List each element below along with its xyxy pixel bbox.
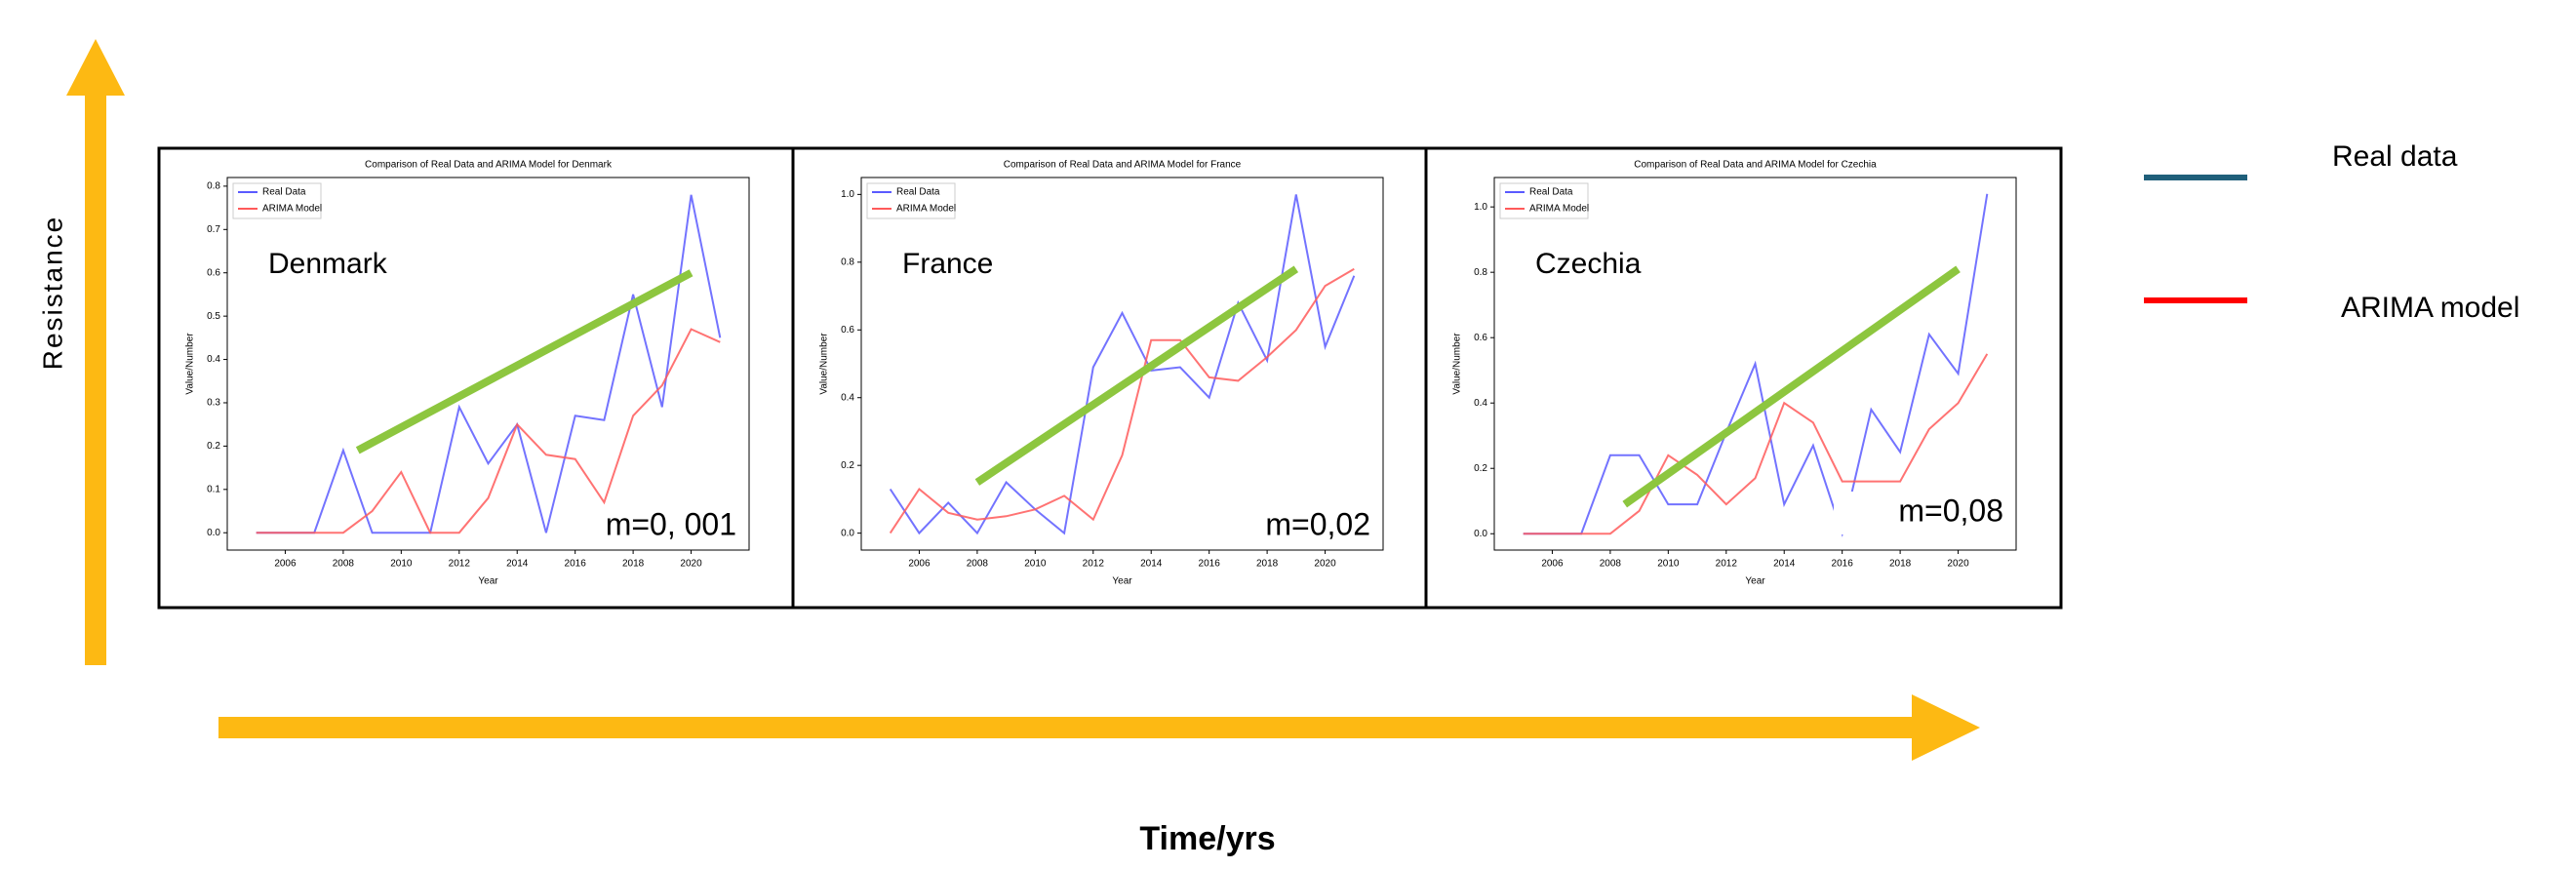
legend-label: ARIMA Model	[1529, 204, 1589, 215]
y-tick-label: 0.4	[207, 354, 220, 365]
y-tick-label: 0.6	[1474, 333, 1487, 343]
y-tick-label: 0.6	[841, 325, 854, 336]
legend-label: Real Data	[1529, 187, 1573, 198]
x-tick-label: 2008	[333, 559, 355, 570]
y-tick-label: 0.8	[841, 257, 854, 267]
slope-label-bg	[567, 505, 738, 548]
x-tick-label: 2020	[1314, 559, 1336, 570]
x-tick-label: 2008	[967, 559, 989, 570]
y-tick-label: 0.2	[1474, 463, 1487, 474]
x-tick-label: 2010	[390, 559, 413, 570]
y-tick-label: 0.5	[207, 311, 220, 322]
x-tick-label: 2006	[274, 559, 297, 570]
country-label: France	[902, 248, 993, 280]
data-line	[256, 194, 722, 534]
y-arrow-shaft	[85, 90, 106, 665]
y-axis-label: Value/Number	[185, 333, 196, 395]
y-tick-label: 1.0	[1474, 202, 1487, 213]
y-tick-label: 1.0	[841, 189, 854, 200]
panel-frame	[157, 146, 2063, 610]
x-axis-label: Year	[1112, 576, 1132, 587]
country-label: Czechia	[1535, 248, 1642, 280]
country-label: Denmark	[268, 248, 388, 280]
y-tick-label: 0.8	[1474, 267, 1487, 278]
legend-label: ARIMA Model	[896, 204, 956, 215]
x-tick-label: 2006	[1541, 559, 1564, 570]
legend-box	[232, 182, 322, 219]
legend-label: Real Data	[896, 187, 940, 198]
x-tick-label: 2016	[1832, 559, 1854, 570]
trend-line	[1622, 265, 1961, 508]
x-tick-label: 2020	[1947, 559, 1969, 570]
x-tick-label: 2014	[506, 559, 529, 570]
y-tick-label: 0.4	[841, 392, 854, 403]
slope-label: m=0, 001	[606, 506, 736, 541]
x-tick-label: 2018	[622, 559, 645, 570]
plot-frame	[860, 177, 1384, 551]
chart-title: Comparison of Real Data and ARIMA Model …	[1004, 160, 1242, 171]
y-tick-label: 0.4	[1474, 398, 1487, 409]
y-tick-label: 0.1	[207, 484, 220, 494]
slope-label-bg	[1834, 492, 2005, 534]
x-tick-label: 2012	[449, 559, 471, 570]
legend-box	[1499, 182, 1589, 219]
figure-x-label: Time/yrs	[1139, 820, 1275, 857]
x-tick-label: 2018	[1256, 559, 1279, 570]
slope-label: m=0,08	[1898, 493, 2003, 528]
x-axis-label: Year	[478, 576, 498, 587]
x-tick-label: 2012	[1716, 559, 1738, 570]
data-line	[889, 194, 1356, 535]
y-axis-label: Value/Number	[819, 333, 830, 395]
x-tick-label: 2006	[908, 559, 931, 570]
x-tick-label: 2010	[1657, 559, 1680, 570]
y-tick-label: 0.2	[841, 460, 854, 471]
x-arrow-head	[1912, 694, 1980, 761]
y-tick-label: 0.0	[841, 528, 854, 538]
data-line	[889, 267, 1355, 534]
x-arrow-shaft	[218, 717, 1916, 738]
figure-y-label: Resistance	[37, 216, 67, 371]
x-tick-label: 2016	[1199, 559, 1221, 570]
y-tick-label: 0.7	[207, 224, 220, 235]
legend-label: Real data	[2332, 140, 2458, 173]
slope-label-bg	[1201, 505, 1372, 548]
y-axis-label: Value/Number	[1452, 333, 1463, 395]
x-tick-label: 2010	[1024, 559, 1047, 570]
legend-label: Real Data	[262, 187, 306, 198]
legend-label: ARIMA Model	[262, 204, 322, 215]
x-tick-label: 2008	[1600, 559, 1622, 570]
chart-title: Comparison of Real Data and ARIMA Model …	[1634, 160, 1877, 171]
legend-label: ARIMA model	[2341, 292, 2519, 324]
x-tick-label: 2020	[680, 559, 702, 570]
y-tick-label: 0.0	[1474, 529, 1487, 539]
y-tick-label: 0.2	[207, 441, 220, 452]
x-tick-label: 2018	[1889, 559, 1912, 570]
x-axis-label: Year	[1745, 576, 1765, 587]
chart-title: Comparison of Real Data and ARIMA Model …	[365, 160, 613, 171]
y-arrow-head	[66, 39, 125, 96]
slope-label: m=0,02	[1265, 506, 1370, 541]
trend-line	[974, 265, 1299, 486]
y-tick-label: 0.6	[207, 267, 220, 278]
x-tick-label: 2016	[565, 559, 587, 570]
y-tick-label: 0.0	[207, 528, 220, 538]
y-tick-label: 0.8	[207, 181, 220, 192]
data-line	[1523, 193, 1989, 537]
legend-box	[866, 182, 956, 219]
x-tick-label: 2014	[1140, 559, 1163, 570]
trend-line	[355, 269, 694, 454]
x-tick-label: 2012	[1083, 559, 1105, 570]
x-tick-label: 2014	[1773, 559, 1796, 570]
plot-frame	[226, 177, 750, 551]
data-line	[1523, 353, 1989, 535]
y-tick-label: 0.3	[207, 398, 220, 409]
data-line	[256, 328, 721, 534]
plot-frame	[1493, 177, 2017, 551]
